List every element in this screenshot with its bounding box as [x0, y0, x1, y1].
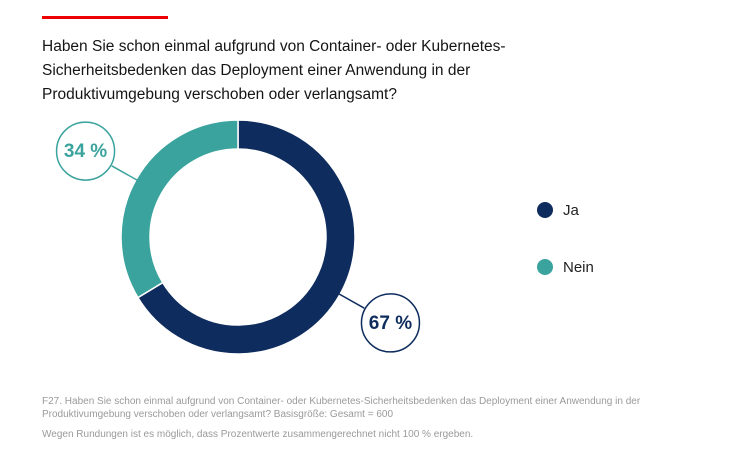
legend-label: Ja [563, 202, 580, 219]
value-label: 34 % [64, 141, 107, 162]
footnote: Wegen Rundungen ist es möglich, dass Pro… [42, 429, 474, 440]
legend-marker [537, 202, 553, 218]
chart-title: Haben Sie schon einmal aufgrund von Cont… [42, 38, 506, 103]
label-connector [111, 165, 140, 183]
label-bubble [55, 121, 116, 181]
accent-bar [42, 16, 168, 19]
legend-label: Nein [563, 259, 594, 276]
donut-segment [120, 119, 239, 299]
value-label: 67 % [369, 313, 412, 334]
label-bubble [360, 293, 421, 353]
donut-segment [136, 119, 356, 355]
label-connector [336, 291, 365, 309]
footnote: F27. Haben Sie schon einmal aufgrund von… [42, 396, 641, 420]
legend-marker [537, 259, 553, 275]
